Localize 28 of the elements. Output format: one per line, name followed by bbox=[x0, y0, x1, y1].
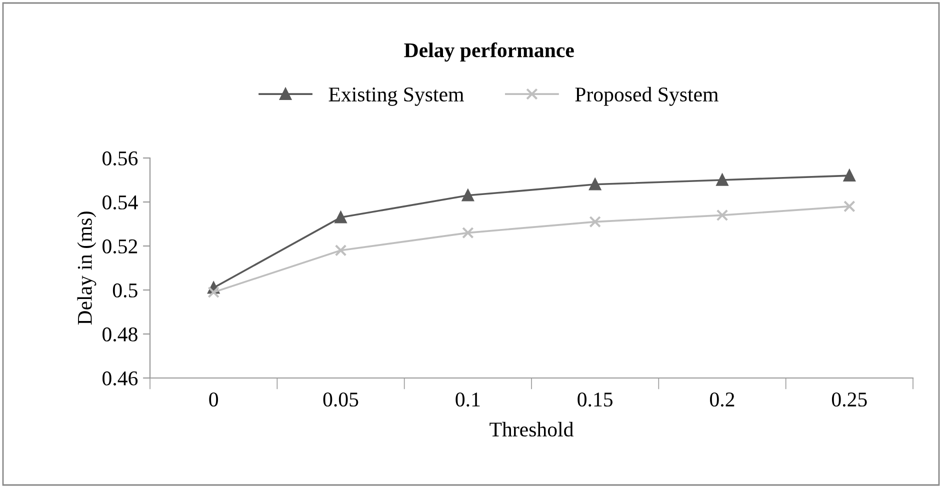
point bbox=[589, 216, 601, 228]
y-tick-label: 0.5 bbox=[112, 283, 138, 298]
point bbox=[208, 286, 220, 298]
chart-title: Delay performance bbox=[404, 42, 574, 62]
x-tick-label: 0.25 bbox=[832, 392, 867, 407]
y-axis-title: Delay in (ms) bbox=[77, 212, 96, 325]
point bbox=[462, 226, 474, 239]
legend-label: Existing System bbox=[328, 88, 464, 106]
legend-label: Proposed System bbox=[575, 86, 718, 106]
x-tick-label: 0.15 bbox=[578, 392, 612, 407]
y-tick-label: 0.56 bbox=[102, 151, 138, 166]
x-tick-label: 0 bbox=[209, 392, 218, 407]
y-tick-label: 0.48 bbox=[102, 327, 138, 342]
x-tick-label: 0.2 bbox=[710, 392, 734, 407]
x-tick-label: 0.1 bbox=[456, 392, 480, 407]
x-axis-title: Threshold bbox=[490, 422, 574, 437]
point bbox=[844, 200, 856, 212]
y-tick-label: 0.46 bbox=[102, 371, 138, 386]
y-tick-label: 0.54 bbox=[102, 195, 138, 210]
point bbox=[462, 189, 474, 202]
y-tick-label: 0.52 bbox=[102, 239, 138, 254]
point bbox=[716, 209, 728, 222]
point bbox=[844, 170, 856, 182]
point bbox=[334, 211, 347, 224]
point bbox=[334, 244, 347, 256]
point bbox=[716, 174, 728, 186]
x-tick-label: 0.05 bbox=[323, 392, 358, 407]
point bbox=[589, 178, 601, 190]
